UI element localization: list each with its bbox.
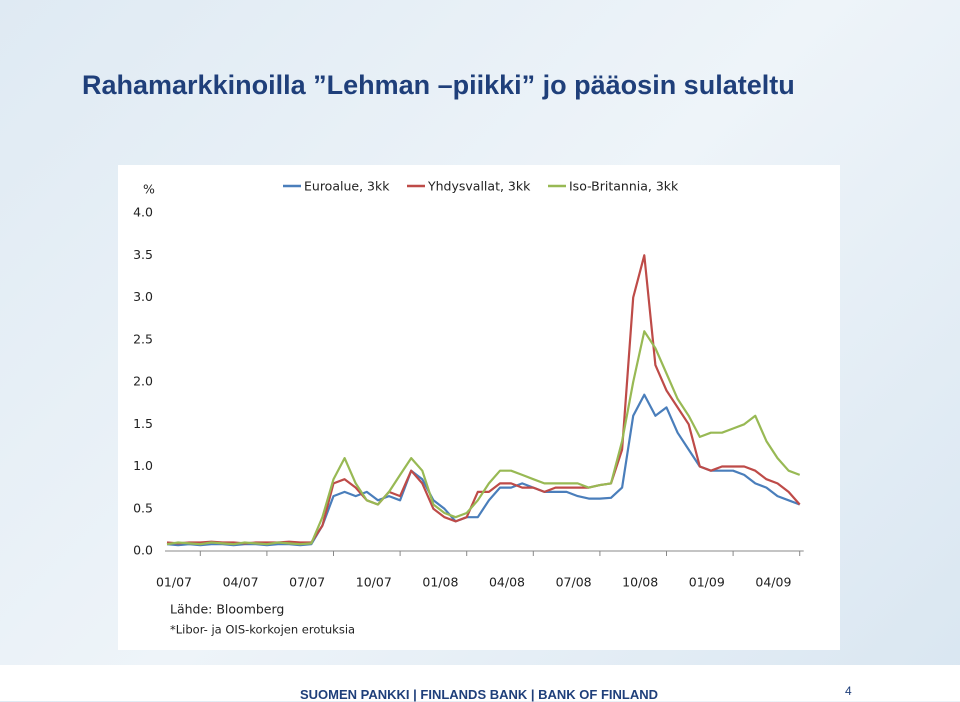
- y-tick-label: 0.5: [133, 500, 153, 515]
- series-line: [166, 393, 801, 547]
- y-tick-label: 4.0: [133, 205, 153, 220]
- legend-label: Iso-Britannia, 3kk: [569, 179, 679, 194]
- x-tick-label: 10/08: [622, 575, 658, 590]
- chart: % Lähde: Bloomberg *Libor- ja OIS-korkoj…: [118, 165, 840, 650]
- x-tick-label: 07/08: [556, 575, 592, 590]
- series-line: [166, 330, 801, 546]
- note: *Libor- ja OIS-korkojen erotuksia: [170, 623, 355, 637]
- footer: SUOMEN PANKKI | FINLANDS BANK | BANK OF …: [0, 665, 960, 702]
- y-tick-label: 1.5: [133, 416, 153, 431]
- y-axis-label: %: [143, 182, 155, 197]
- chart-area: [118, 165, 840, 650]
- legend-label: Yhdysvallat, 3kk: [427, 179, 531, 194]
- y-tick-label: 2.5: [133, 331, 153, 346]
- legend-label: Euroalue, 3kk: [304, 179, 390, 194]
- x-tick-label: 04/09: [755, 575, 791, 590]
- slide-title: Rahamarkkinoilla ”Lehman –piikki” jo pää…: [82, 70, 795, 100]
- x-tick-label: 04/08: [489, 575, 525, 590]
- y-tick-label: 3.0: [133, 289, 153, 304]
- footer-text: SUOMEN PANKKI | FINLANDS BANK | BANK OF …: [300, 687, 659, 702]
- y-tick-label: 3.5: [133, 247, 153, 262]
- y-tick-label: 0.0: [133, 543, 153, 558]
- source: Lähde: Bloomberg: [170, 602, 284, 617]
- y-tick-label: 1.0: [133, 458, 153, 473]
- x-tick-label: 10/07: [356, 575, 392, 590]
- x-tick-label: 01/07: [156, 575, 192, 590]
- x-tick-label: 07/07: [289, 575, 325, 590]
- x-tick-label: 01/09: [689, 575, 725, 590]
- x-tick-label: 01/08: [422, 575, 458, 590]
- y-tick-label: 2.0: [133, 374, 153, 389]
- x-tick-label: 04/07: [223, 575, 259, 590]
- page-number: 4: [845, 684, 852, 698]
